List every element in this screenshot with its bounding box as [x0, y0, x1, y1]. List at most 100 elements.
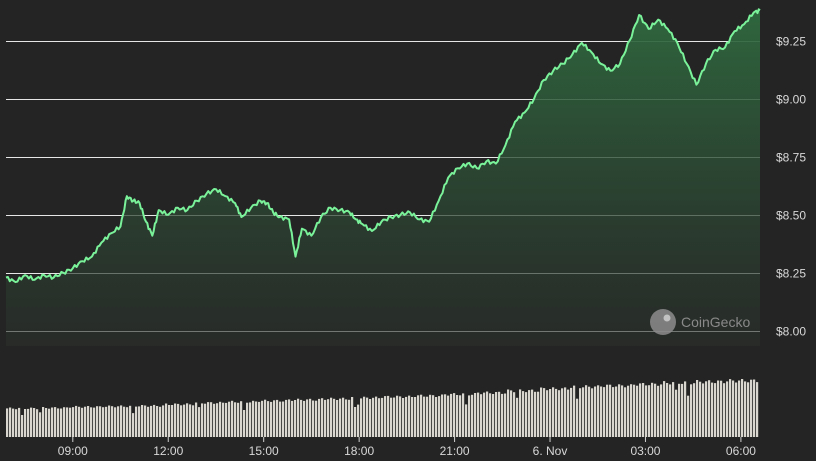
volume-bar: [444, 394, 447, 437]
volume-bar: [681, 383, 684, 437]
volume-bar: [669, 384, 672, 437]
volume-bar: [36, 409, 39, 437]
volume-bar: [624, 387, 627, 437]
volume-bar: [153, 404, 156, 437]
volume-bar: [636, 385, 639, 437]
volume-bar: [402, 398, 405, 437]
volume-bar: [303, 400, 306, 437]
volume-bar: [228, 401, 231, 437]
volume-bar: [753, 379, 756, 437]
volume-bar: [213, 403, 216, 437]
y-tick-label: $8.25: [776, 267, 806, 281]
volume-bar: [24, 409, 27, 437]
volume-bar: [282, 401, 285, 437]
volume-bar: [105, 406, 108, 437]
volume-bar: [513, 392, 516, 437]
watermark: CoinGecko: [650, 309, 750, 335]
x-tick-label: 15:00: [249, 444, 279, 458]
volume-bar: [336, 400, 339, 437]
volume-bar: [546, 390, 549, 437]
volume-bar: [51, 407, 54, 437]
volume-bar: [672, 382, 675, 437]
volume-bar: [423, 396, 426, 437]
volume-bar: [438, 396, 441, 437]
x-tick-label: 18:00: [344, 444, 374, 458]
volume-bar: [210, 402, 213, 437]
volume-bar: [39, 412, 42, 437]
volume-bar: [684, 381, 687, 437]
volume-bar: [63, 407, 66, 437]
volume-bar: [453, 393, 456, 437]
volume-bar: [30, 407, 33, 437]
volume-bar: [288, 399, 291, 437]
volume-bar: [135, 406, 138, 437]
y-tick-label: $9.00: [776, 93, 806, 107]
volume-bar: [432, 395, 435, 437]
volume-bar: [141, 405, 144, 437]
volume-bar: [267, 401, 270, 437]
volume-bar: [729, 379, 732, 437]
volume-bar: [531, 389, 534, 437]
volume-bar: [390, 397, 393, 437]
volume-bar: [291, 400, 294, 437]
volume-bar: [57, 408, 60, 437]
volume-bar: [84, 406, 87, 437]
volume-bar: [339, 398, 342, 437]
volume-bar: [249, 402, 252, 437]
volume-bar: [492, 394, 495, 437]
volume-bar: [744, 381, 747, 437]
volume-bar: [150, 405, 153, 437]
volume-bar: [618, 384, 621, 437]
volume-bar: [606, 384, 609, 437]
volume-bar: [396, 395, 399, 437]
volume-bar: [270, 401, 273, 437]
volume-bar: [429, 394, 432, 437]
volume-bar: [462, 393, 465, 437]
volume-bar: [321, 398, 324, 437]
volume-bar: [687, 395, 690, 437]
volume-bar: [87, 406, 90, 437]
volume-bar: [750, 379, 753, 437]
volume-bar: [465, 404, 468, 437]
volume-bar: [66, 407, 69, 437]
volume-bar: [273, 400, 276, 437]
volume-bar: [552, 387, 555, 437]
volume-bar: [138, 406, 141, 437]
volume-bar: [309, 398, 312, 437]
volume-bar: [330, 397, 333, 437]
volume-bar: [579, 388, 582, 437]
volume-bar: [441, 394, 444, 437]
volume-bar: [165, 403, 168, 437]
volume-bar: [186, 403, 189, 437]
volume-bar: [696, 380, 699, 437]
volume-bar: [597, 385, 600, 437]
volume-bar: [645, 385, 648, 437]
y-axis-labels: $8.00 $8.25 $8.50 $8.75 $9.00 $9.25: [776, 35, 806, 339]
volume-bar: [693, 383, 696, 437]
x-tick-label: 03:00: [630, 444, 660, 458]
volume-bar: [528, 390, 531, 437]
volume-bar: [525, 392, 528, 437]
volume-bar: [261, 400, 264, 437]
volume-bar: [651, 382, 654, 437]
volume-bar: [222, 402, 225, 437]
volume-bar: [678, 383, 681, 437]
volume-bar: [132, 413, 135, 437]
y-tick-label: $8.75: [776, 151, 806, 165]
volume-bar: [483, 392, 486, 437]
volume-bar: [417, 395, 420, 437]
volume-bar: [315, 400, 318, 437]
gecko-logo-eye-icon: [663, 314, 671, 322]
volume-bar: [654, 383, 657, 437]
volume-bar: [498, 391, 501, 437]
volume-bar: [537, 391, 540, 437]
volume-bar: [207, 402, 210, 437]
volume-bar: [129, 405, 132, 437]
volume-bar: [414, 397, 417, 437]
volume-bar: [108, 405, 111, 437]
volume-bar: [555, 388, 558, 437]
volume-bar: [534, 391, 537, 437]
volume-bar: [255, 401, 258, 437]
volume-bar: [27, 408, 30, 437]
volume-bar: [81, 407, 84, 437]
